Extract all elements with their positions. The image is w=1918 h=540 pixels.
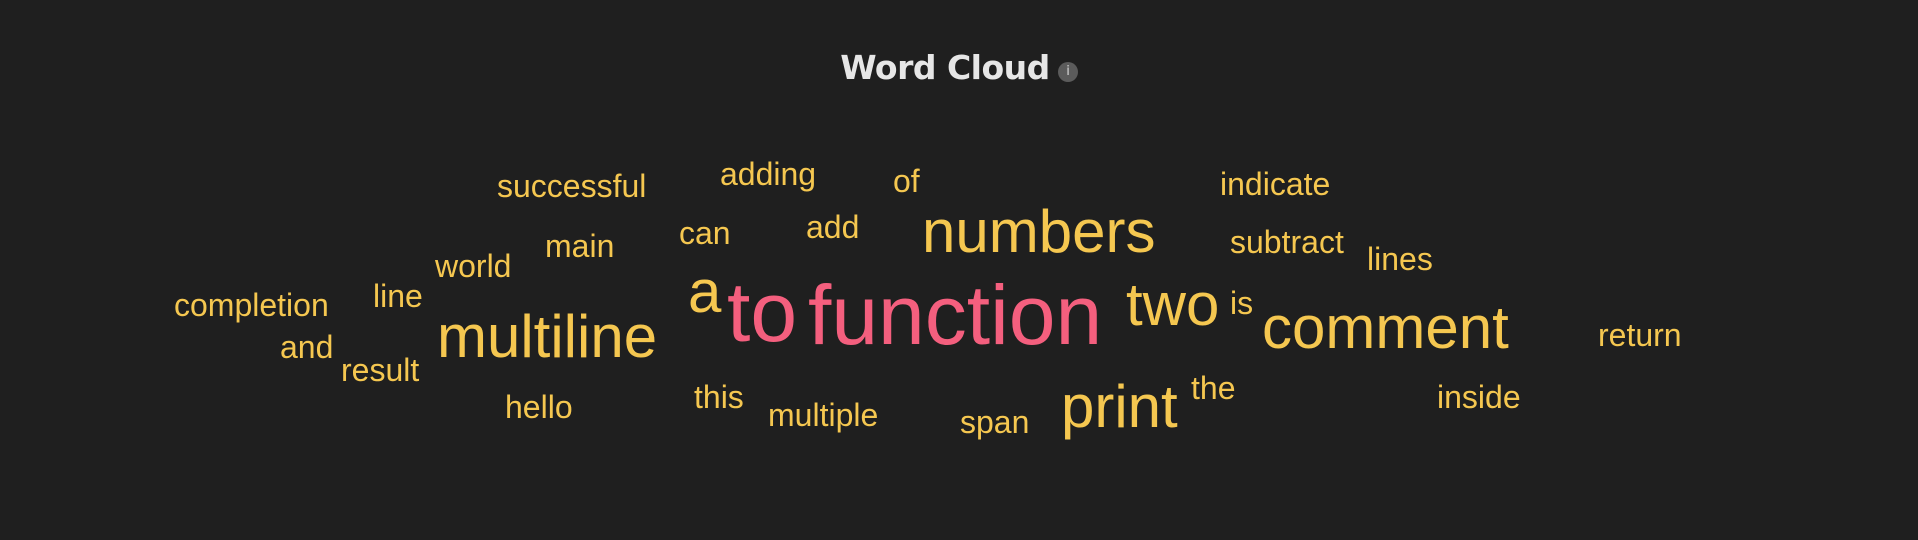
- word-a: a: [688, 258, 722, 325]
- chart-title-row: Word Cloud i: [0, 48, 1918, 87]
- word-two: two: [1126, 271, 1220, 338]
- word-lines: lines: [1367, 241, 1433, 277]
- info-icon[interactable]: i: [1057, 61, 1078, 82]
- word-result: result: [341, 352, 420, 388]
- word-and: and: [280, 329, 334, 365]
- word-function: function: [808, 268, 1103, 362]
- word-completion: completion: [174, 287, 329, 323]
- word-adding: adding: [720, 156, 817, 192]
- word-world: world: [435, 248, 512, 284]
- word-indicate: indicate: [1220, 166, 1331, 202]
- word-inside: inside: [1437, 379, 1521, 415]
- word-multiple: multiple: [768, 397, 879, 433]
- word-return: return: [1598, 317, 1682, 353]
- word-span: span: [960, 404, 1030, 440]
- word-line: line: [373, 278, 423, 314]
- word-subtract: subtract: [1230, 224, 1344, 260]
- chart-title: Word Cloud: [840, 48, 1050, 87]
- word-main: main: [545, 228, 615, 264]
- word-this: this: [694, 379, 744, 415]
- word-the: the: [1191, 370, 1236, 406]
- word-print: print: [1061, 373, 1178, 440]
- word-multiline: multiline: [437, 303, 658, 370]
- word-to: to: [727, 265, 798, 359]
- word-of: of: [893, 163, 920, 199]
- word-can: can: [679, 215, 731, 251]
- word-add: add: [806, 209, 860, 245]
- word-numbers: numbers: [922, 198, 1156, 265]
- word-is: is: [1230, 285, 1254, 321]
- word-successful: successful: [497, 168, 647, 204]
- word-comment: comment: [1262, 294, 1509, 361]
- word-hello: hello: [505, 389, 573, 425]
